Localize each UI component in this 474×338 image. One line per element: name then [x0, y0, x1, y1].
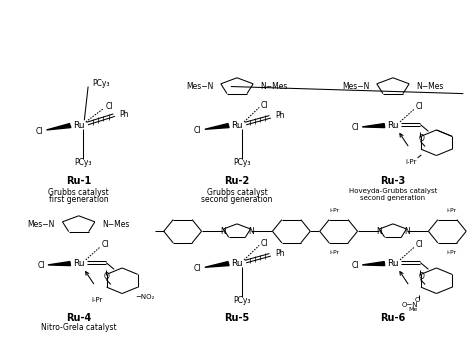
Text: Cl: Cl [351, 262, 359, 270]
Text: Mes−N: Mes−N [27, 220, 55, 229]
Text: N−Mes: N−Mes [417, 82, 444, 91]
Text: Grubbs catalyst: Grubbs catalyst [48, 188, 109, 197]
Text: Cl: Cl [416, 102, 423, 111]
Polygon shape [205, 262, 229, 267]
Text: Hoveyda-Grubbs catalyst: Hoveyda-Grubbs catalyst [349, 188, 437, 194]
Text: N: N [248, 227, 254, 236]
Text: Ru: Ru [73, 259, 84, 268]
Text: i-Pr: i-Pr [91, 297, 102, 303]
Text: second generation: second generation [201, 195, 273, 204]
Text: i-Pr: i-Pr [446, 208, 456, 213]
Text: N−Mes: N−Mes [102, 220, 130, 229]
Text: Ph: Ph [275, 111, 284, 120]
Text: Cl: Cl [194, 126, 201, 135]
Text: O: O [419, 272, 424, 281]
Text: Ru: Ru [231, 259, 243, 268]
Text: N: N [220, 227, 226, 236]
Text: Ru: Ru [73, 121, 84, 130]
Text: Ru: Ru [387, 259, 399, 268]
Text: second generation: second generation [360, 195, 426, 201]
Text: Ru-2: Ru-2 [224, 176, 250, 186]
Text: Cl: Cl [194, 264, 201, 273]
Text: Ph: Ph [119, 110, 128, 119]
Text: Ru: Ru [387, 121, 399, 130]
Polygon shape [362, 124, 385, 127]
Text: i-Pr: i-Pr [446, 250, 456, 255]
Text: Ru-4: Ru-4 [66, 313, 91, 323]
Text: Cl: Cl [416, 240, 423, 249]
Text: Mes−N: Mes−N [186, 82, 213, 91]
Text: Grubbs catalyst: Grubbs catalyst [207, 188, 267, 197]
Text: i-Pr: i-Pr [330, 250, 340, 255]
Text: i-Pr: i-Pr [405, 159, 417, 165]
Polygon shape [205, 124, 229, 129]
Text: O: O [415, 297, 420, 303]
Polygon shape [362, 262, 385, 266]
Text: Cl: Cl [351, 123, 359, 132]
Text: Cl: Cl [261, 239, 268, 247]
Text: first generation: first generation [49, 195, 109, 204]
Text: Nitro-Grela catalyst: Nitro-Grela catalyst [41, 323, 117, 332]
Text: Cl: Cl [261, 100, 268, 110]
Text: PCy₃: PCy₃ [233, 296, 250, 305]
Text: O: O [104, 272, 110, 281]
Polygon shape [48, 262, 71, 266]
Text: PCy₃: PCy₃ [233, 158, 250, 167]
Text: Ru: Ru [231, 121, 243, 130]
Text: N: N [404, 227, 410, 236]
Text: −NO₂: −NO₂ [136, 294, 155, 300]
Text: Ru-6: Ru-6 [380, 313, 406, 323]
Text: PCy₃: PCy₃ [92, 79, 109, 88]
Text: N−Mes: N−Mes [261, 82, 288, 91]
Text: O−N: O−N [401, 302, 418, 308]
Polygon shape [46, 124, 71, 130]
Text: Cl: Cl [101, 240, 109, 249]
Text: Me: Me [408, 307, 418, 312]
Text: Ph: Ph [275, 249, 284, 258]
Text: Ru-5: Ru-5 [224, 313, 250, 323]
Text: Mes−N: Mes−N [342, 82, 369, 91]
Text: Ru-3: Ru-3 [380, 176, 406, 186]
Text: O: O [419, 134, 424, 143]
Text: i-Pr: i-Pr [330, 208, 340, 213]
Text: Cl: Cl [105, 102, 113, 111]
Text: Ru-1: Ru-1 [66, 176, 91, 186]
Text: Cl: Cl [37, 262, 45, 270]
Text: N: N [376, 227, 382, 236]
Text: PCy₃: PCy₃ [74, 158, 92, 167]
Text: Cl: Cl [36, 127, 43, 136]
